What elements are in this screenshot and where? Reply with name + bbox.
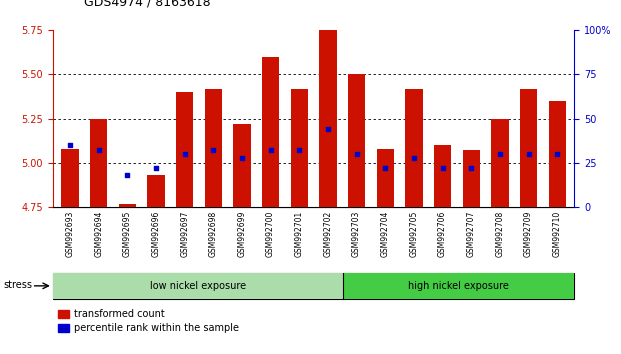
Point — [495, 151, 505, 157]
Point — [552, 151, 562, 157]
Point — [151, 165, 161, 171]
Bar — [61, 149, 79, 207]
Bar — [205, 88, 222, 207]
Bar — [406, 88, 422, 207]
Bar — [53, 273, 343, 299]
Text: GSM992706: GSM992706 — [438, 210, 447, 257]
Point — [122, 172, 132, 178]
Point — [409, 155, 419, 160]
Text: GSM992696: GSM992696 — [152, 210, 160, 257]
Bar — [343, 273, 574, 299]
Text: high nickel exposure: high nickel exposure — [408, 281, 509, 291]
Text: GSM992697: GSM992697 — [180, 210, 189, 257]
Point — [524, 151, 533, 157]
Point — [466, 165, 476, 171]
Text: GSM992701: GSM992701 — [295, 210, 304, 257]
Text: GSM992698: GSM992698 — [209, 210, 218, 257]
Bar — [291, 88, 308, 207]
Point — [65, 142, 75, 148]
Text: GSM992702: GSM992702 — [324, 210, 332, 257]
Text: GSM992705: GSM992705 — [409, 210, 419, 257]
Bar — [147, 175, 165, 207]
Text: GSM992699: GSM992699 — [237, 210, 247, 257]
Point — [438, 165, 448, 171]
Bar — [491, 119, 509, 207]
Text: GSM992710: GSM992710 — [553, 210, 562, 257]
Text: GSM992693: GSM992693 — [65, 210, 75, 257]
Text: GSM992707: GSM992707 — [467, 210, 476, 257]
Point — [351, 151, 361, 157]
Bar — [119, 204, 136, 207]
Bar — [348, 74, 365, 207]
Bar — [90, 119, 107, 207]
Bar — [520, 88, 537, 207]
Point — [179, 151, 189, 157]
Text: GSM992700: GSM992700 — [266, 210, 275, 257]
Text: low nickel exposure: low nickel exposure — [150, 281, 246, 291]
Bar — [262, 57, 279, 207]
Point — [208, 148, 218, 153]
Text: GSM992703: GSM992703 — [352, 210, 361, 257]
Legend: transformed count, percentile rank within the sample: transformed count, percentile rank withi… — [58, 309, 239, 333]
Text: GSM992704: GSM992704 — [381, 210, 390, 257]
Point — [237, 155, 247, 160]
Bar — [548, 101, 566, 207]
Point — [380, 165, 390, 171]
Point — [266, 148, 276, 153]
Point — [323, 126, 333, 132]
Point — [294, 148, 304, 153]
Bar — [377, 149, 394, 207]
Text: GSM992708: GSM992708 — [496, 210, 504, 257]
Bar — [176, 92, 193, 207]
Bar — [319, 30, 337, 207]
Text: GDS4974 / 8163618: GDS4974 / 8163618 — [84, 0, 211, 9]
Bar — [434, 145, 451, 207]
Text: GSM992694: GSM992694 — [94, 210, 103, 257]
Bar — [233, 124, 250, 207]
Text: stress: stress — [3, 280, 32, 290]
Text: GSM992695: GSM992695 — [123, 210, 132, 257]
Text: GSM992709: GSM992709 — [524, 210, 533, 257]
Point — [94, 148, 104, 153]
Bar — [463, 150, 480, 207]
